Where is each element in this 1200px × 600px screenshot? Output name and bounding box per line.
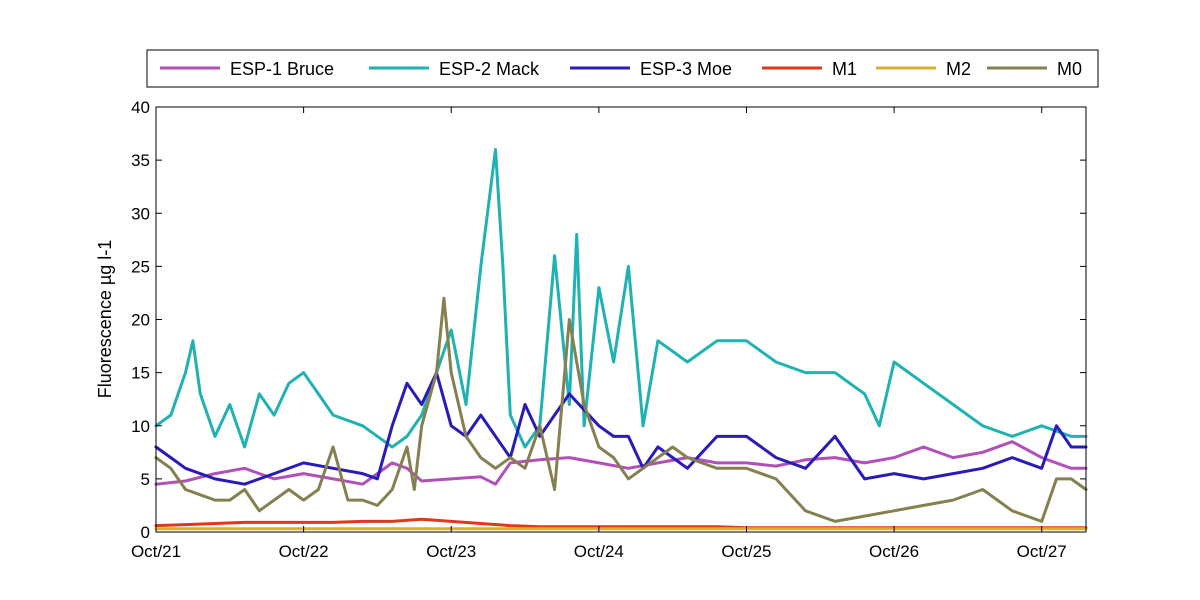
series-line-2 [154, 371, 1088, 486]
y-tick-label-8: 40 [131, 98, 150, 117]
plot-series [154, 148, 1088, 531]
x-ticks: Oct/21 Oct/22 Oct/23 Oct/24 Oct/25 Oct/26 Oct/… [131, 107, 1067, 561]
series-line-0 [154, 440, 1088, 486]
y-axis-title-group: Fluorescence µg l-1 [95, 240, 115, 398]
x-tick-label-2: Oct/23 [426, 542, 476, 561]
x-tick-label-1: Oct/22 [279, 542, 329, 561]
y-tick-label-7: 35 [131, 151, 150, 170]
series-line-5 [154, 296, 1088, 523]
y-tick-label-3: 15 [131, 364, 150, 383]
series-line-1 [154, 148, 1088, 449]
y-tick-label-0: 0 [141, 523, 150, 542]
legend-label-0: ESP-1 Bruce [230, 59, 334, 79]
y-tick-label-6: 30 [131, 204, 150, 223]
y-tick-label-4: 20 [131, 311, 150, 330]
legend-label-1: ESP-2 Mack [439, 59, 540, 79]
legend: ESP-1 Bruce ESP-2 Mack ESP-3 Moe M1 M2 M0 [146, 49, 1099, 88]
x-tick-label-0: Oct/21 [131, 542, 181, 561]
x-tick-label-5: Oct/26 [869, 542, 919, 561]
y-ticks: 0 5 10 15 20 25 30 35 40 [131, 98, 1086, 542]
x-tick-label-6: Oct/27 [1017, 542, 1067, 561]
series-line-3 [154, 517, 1088, 530]
y-axis-title: Fluorescence µg l-1 [95, 240, 115, 398]
x-tick-label-4: Oct/25 [721, 542, 771, 561]
legend-label-3: M1 [832, 59, 857, 79]
legend-label-5: M0 [1057, 59, 1082, 79]
legend-label-4: M2 [946, 59, 971, 79]
y-tick-label-2: 10 [131, 417, 150, 436]
legend-label-2: ESP-3 Moe [640, 59, 732, 79]
x-tick-label-3: Oct/24 [574, 542, 624, 561]
y-tick-label-1: 5 [141, 470, 150, 489]
y-tick-label-5: 25 [131, 257, 150, 276]
